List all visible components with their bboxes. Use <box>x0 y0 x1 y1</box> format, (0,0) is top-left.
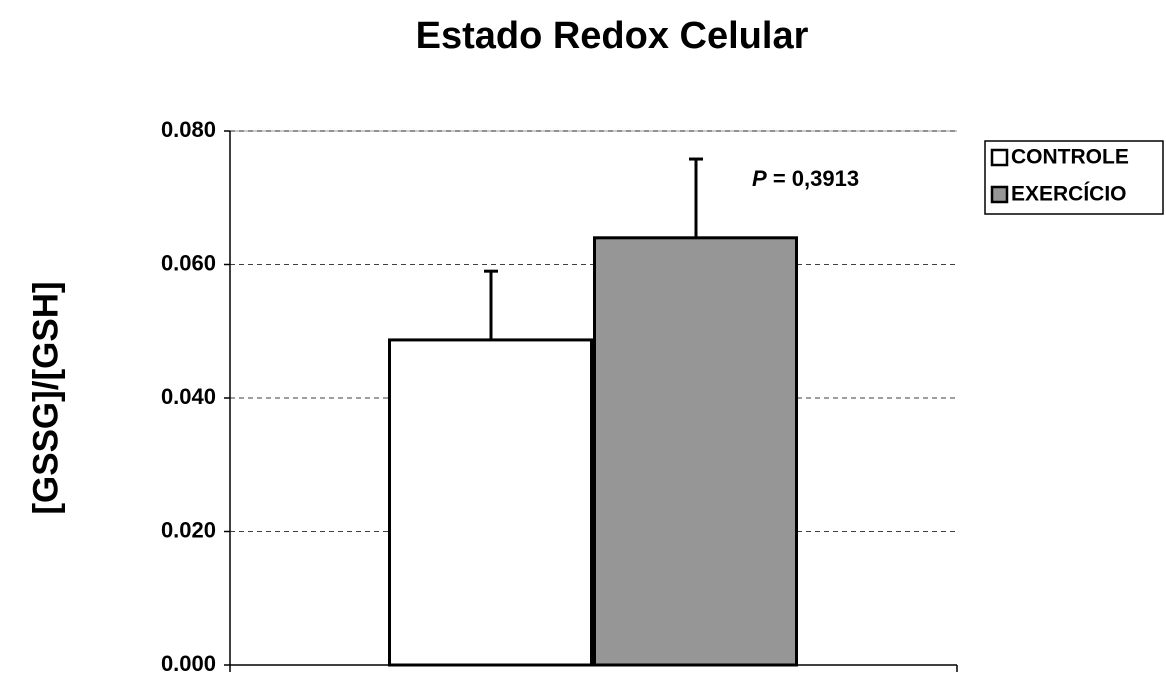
y-axis-label: [GSSG]/[GSH] <box>26 281 65 514</box>
annotation-variable: P <box>752 166 767 191</box>
legend-label: CONTROLE <box>1011 146 1129 169</box>
y-tick-label: 0.060 <box>161 250 216 275</box>
legend-swatch <box>990 185 1009 204</box>
y-tick-label: 0.080 <box>161 117 216 142</box>
bar <box>593 236 798 667</box>
legend-label: EXERCÍCIO <box>1011 183 1127 206</box>
annotation: P = 0,3913 <box>752 166 859 191</box>
chart-title: Estado Redox Celular <box>416 15 809 57</box>
y-tick-label: 0.020 <box>161 517 216 542</box>
y-tick-label: 0.000 <box>161 651 216 676</box>
y-tick-label: 0.040 <box>161 384 216 409</box>
bar <box>388 338 593 667</box>
annotation-text: = 0,3913 <box>773 166 859 191</box>
legend-swatch <box>990 148 1009 167</box>
legend-box <box>984 140 1164 215</box>
